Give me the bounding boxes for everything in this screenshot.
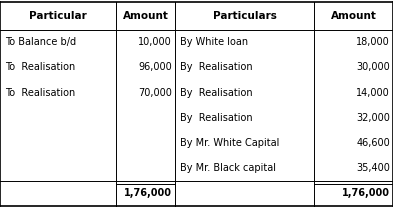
Text: 18,000: 18,000	[356, 37, 390, 47]
Text: 30,000: 30,000	[356, 62, 390, 72]
Text: By White loan: By White loan	[180, 37, 248, 47]
Text: To Balance b/d: To Balance b/d	[5, 37, 76, 47]
Text: 1,76,000: 1,76,000	[124, 188, 172, 198]
Text: 70,000: 70,000	[138, 88, 172, 98]
Text: Amount: Amount	[331, 11, 376, 21]
Text: 10,000: 10,000	[138, 37, 172, 47]
Text: 1,76,000: 1,76,000	[342, 188, 390, 198]
Text: By Mr. Black capital: By Mr. Black capital	[180, 163, 275, 173]
Text: 32,000: 32,000	[356, 113, 390, 123]
Text: Particular: Particular	[29, 11, 87, 21]
Text: 96,000: 96,000	[138, 62, 172, 72]
Text: By  Realisation: By Realisation	[180, 113, 252, 123]
Text: Particulars: Particulars	[213, 11, 277, 21]
Text: To  Realisation: To Realisation	[5, 88, 75, 98]
Text: 35,400: 35,400	[356, 163, 390, 173]
Text: By Mr. White Capital: By Mr. White Capital	[180, 138, 279, 148]
Text: Amount: Amount	[123, 11, 168, 21]
Text: By  Realisation: By Realisation	[180, 88, 252, 98]
Text: By  Realisation: By Realisation	[180, 62, 252, 72]
Text: 46,600: 46,600	[356, 138, 390, 148]
Text: To  Realisation: To Realisation	[5, 62, 75, 72]
Text: 14,000: 14,000	[356, 88, 390, 98]
